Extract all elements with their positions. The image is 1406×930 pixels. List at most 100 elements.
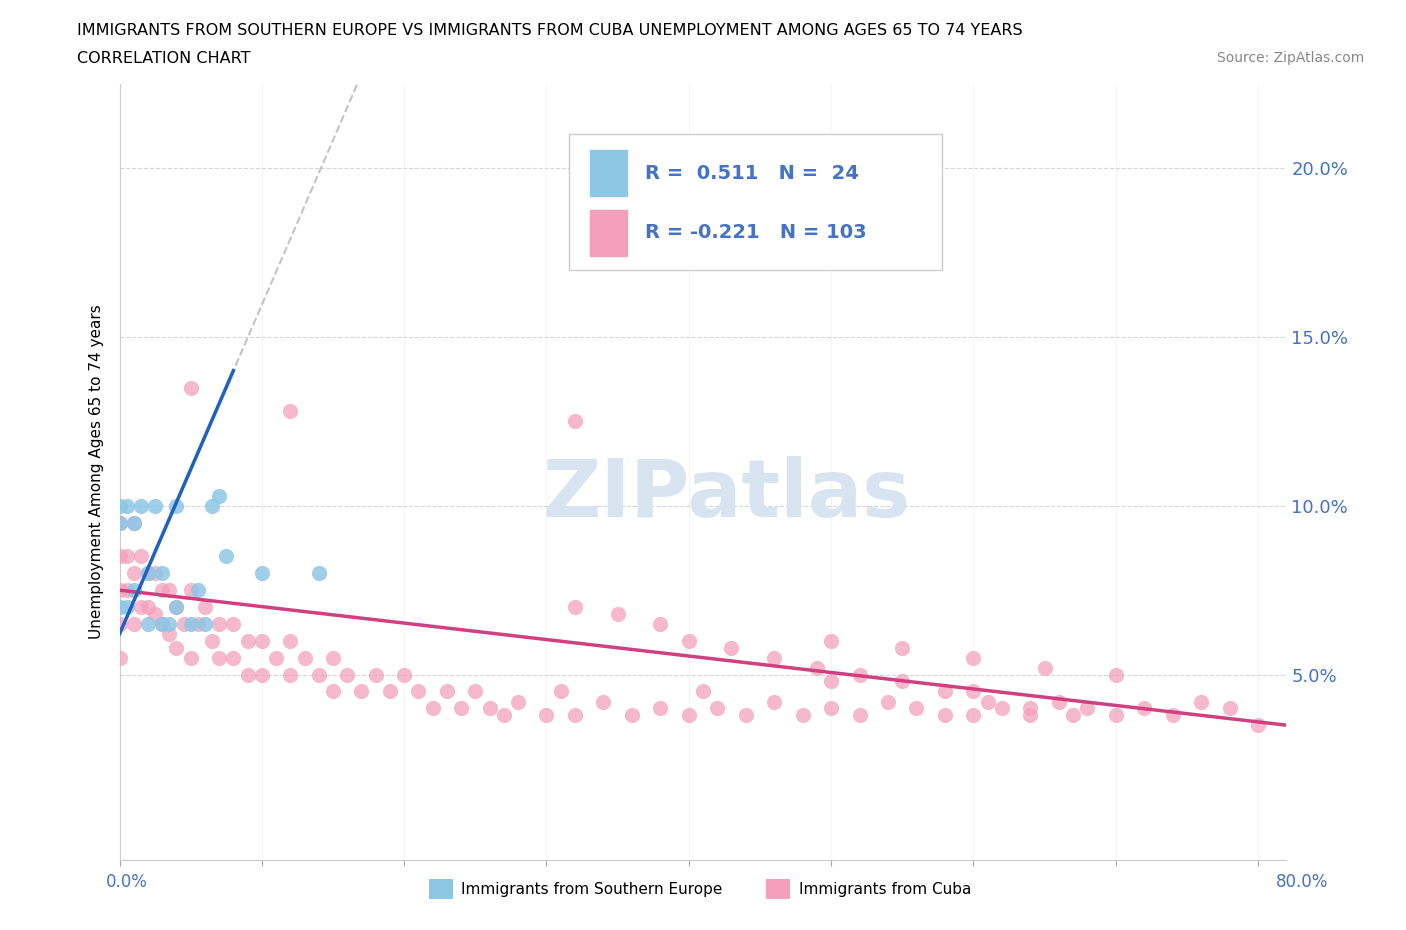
- Point: [278, 633, 301, 648]
- Point: [165, 498, 187, 513]
- Point: [208, 617, 231, 631]
- Point: [129, 600, 152, 615]
- Text: R = -0.221   N = 103: R = -0.221 N = 103: [645, 223, 866, 243]
- Point: [364, 667, 387, 682]
- Point: [187, 617, 209, 631]
- Point: [165, 640, 187, 655]
- Point: [150, 617, 173, 631]
- Point: [173, 617, 195, 631]
- Point: [564, 600, 586, 615]
- Point: [650, 701, 672, 716]
- Point: [157, 627, 180, 642]
- Point: [564, 708, 586, 723]
- Point: [208, 650, 231, 665]
- Point: [408, 684, 430, 698]
- Point: [820, 633, 842, 648]
- Point: [962, 708, 984, 723]
- Point: [692, 684, 714, 698]
- Point: [108, 498, 131, 513]
- Point: [157, 617, 180, 631]
- Point: [122, 515, 145, 530]
- Point: [763, 694, 786, 709]
- Point: [763, 650, 786, 665]
- Point: [478, 701, 501, 716]
- Point: [792, 708, 814, 723]
- Point: [129, 549, 152, 564]
- Point: [165, 600, 187, 615]
- Point: [492, 708, 515, 723]
- Point: [678, 708, 700, 723]
- Point: [222, 650, 245, 665]
- Point: [250, 667, 273, 682]
- Point: [564, 414, 586, 429]
- Point: [962, 684, 984, 698]
- Point: [180, 380, 202, 395]
- Point: [143, 606, 166, 621]
- Point: [877, 694, 900, 709]
- Point: [194, 617, 217, 631]
- Point: [180, 617, 202, 631]
- Point: [136, 565, 159, 580]
- Text: Immigrants from Cuba: Immigrants from Cuba: [799, 882, 972, 897]
- Point: [891, 674, 914, 689]
- Point: [143, 498, 166, 513]
- Point: [222, 617, 245, 631]
- Point: [250, 633, 273, 648]
- Point: [806, 660, 828, 675]
- Point: [620, 708, 643, 723]
- Text: 80.0%: 80.0%: [1277, 872, 1329, 891]
- Point: [180, 583, 202, 598]
- Point: [322, 684, 344, 698]
- Point: [1076, 701, 1098, 716]
- Text: R =  0.511   N =  24: R = 0.511 N = 24: [645, 164, 859, 182]
- Point: [136, 565, 159, 580]
- Point: [115, 549, 138, 564]
- Point: [891, 640, 914, 655]
- Point: [150, 565, 173, 580]
- Point: [436, 684, 458, 698]
- Point: [848, 667, 870, 682]
- Point: [108, 515, 131, 530]
- Point: [976, 694, 998, 709]
- Text: ZIPatlas: ZIPatlas: [543, 457, 911, 534]
- Point: [322, 650, 344, 665]
- Point: [991, 701, 1014, 716]
- Point: [187, 583, 209, 598]
- Point: [934, 708, 956, 723]
- Point: [208, 488, 231, 503]
- Point: [962, 650, 984, 665]
- Point: [115, 498, 138, 513]
- Point: [157, 583, 180, 598]
- Point: [378, 684, 401, 698]
- Point: [264, 650, 287, 665]
- Point: [115, 583, 138, 598]
- Point: [450, 701, 472, 716]
- Point: [108, 583, 131, 598]
- Point: [194, 600, 217, 615]
- Point: [136, 617, 159, 631]
- Point: [150, 583, 173, 598]
- Point: [550, 684, 572, 698]
- Text: CORRELATION CHART: CORRELATION CHART: [77, 51, 250, 66]
- Point: [180, 650, 202, 665]
- Text: Source: ZipAtlas.com: Source: ZipAtlas.com: [1216, 51, 1364, 65]
- Point: [236, 633, 259, 648]
- Point: [108, 515, 131, 530]
- Point: [308, 667, 330, 682]
- Point: [122, 515, 145, 530]
- Point: [706, 701, 728, 716]
- Text: Immigrants from Southern Europe: Immigrants from Southern Europe: [461, 882, 723, 897]
- Point: [336, 667, 359, 682]
- Point: [122, 583, 145, 598]
- Point: [1062, 708, 1084, 723]
- Point: [278, 404, 301, 418]
- Point: [1219, 701, 1241, 716]
- Point: [129, 498, 152, 513]
- FancyBboxPatch shape: [569, 134, 942, 270]
- Point: [201, 633, 224, 648]
- Point: [464, 684, 486, 698]
- Point: [1247, 718, 1270, 733]
- Point: [215, 549, 238, 564]
- Point: [1161, 708, 1184, 723]
- Text: IMMIGRANTS FROM SOUTHERN EUROPE VS IMMIGRANTS FROM CUBA UNEMPLOYMENT AMONG AGES : IMMIGRANTS FROM SOUTHERN EUROPE VS IMMIG…: [77, 23, 1024, 38]
